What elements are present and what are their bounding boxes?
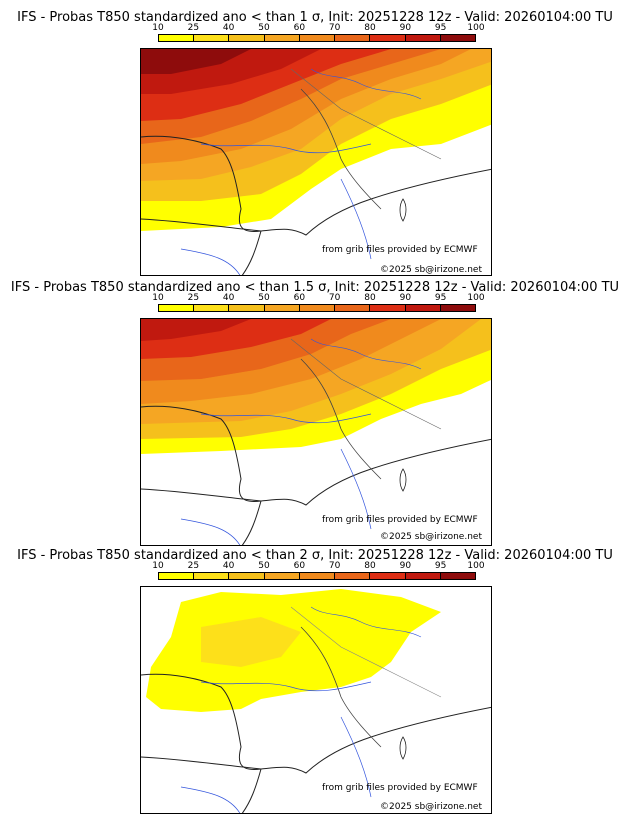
legend-tick-label: 90	[399, 293, 412, 303]
probability-map-3	[140, 586, 492, 814]
legend-swatch	[299, 35, 336, 41]
legend-swatch	[159, 305, 195, 311]
legend-swatch	[229, 35, 265, 41]
legend-ticks: 10 25 40 50 60 70 80 90 95 100	[152, 293, 484, 303]
legend-swatch	[299, 305, 336, 311]
legend-ticks: 10 25 40 50 60 70 80 90 95 100	[152, 561, 484, 571]
legend-tick-label: 95	[434, 293, 447, 303]
credit-site: ©2025 sb@irizone.net	[380, 802, 482, 812]
legend-tick-label: 40	[222, 561, 235, 571]
legend-swatch	[194, 573, 230, 579]
probability-map-2	[140, 318, 492, 546]
legend-swatch	[370, 573, 406, 579]
legend-swatch	[264, 305, 300, 311]
legend-tick-label: 70	[328, 293, 341, 303]
panel-title: IFS - Probas T850 standardized ano < tha…	[17, 10, 613, 25]
legend-tick-label: 60	[293, 561, 306, 571]
legend-swatches	[158, 304, 476, 312]
credit-site: ©2025 sb@irizone.net	[380, 265, 482, 275]
legend-tick-label: 95	[434, 561, 447, 571]
legend-tick-label: 10	[152, 293, 164, 303]
panel-title: IFS - Probas T850 standardized ano < tha…	[10, 280, 620, 295]
legend-ticks: 10 25 40 50 60 70 80 90 95 100	[152, 23, 484, 33]
legend-tick-label: 100	[467, 293, 485, 303]
credit-source: from grib files provided by ECMWF	[322, 515, 478, 525]
legend-tick-label: 100	[467, 561, 485, 571]
legend-swatch	[194, 305, 230, 311]
legend-swatch	[440, 573, 475, 579]
color-scale-legend: 10 25 40 50 60 70 80 90 95 100	[152, 561, 485, 582]
legend-tick-label: 60	[293, 23, 306, 33]
legend-tick-label: 25	[187, 293, 200, 303]
legend-swatch	[335, 305, 371, 311]
legend-tick-label: 70	[328, 561, 341, 571]
legend-swatch	[335, 573, 371, 579]
legend-tick-label: 50	[258, 23, 270, 33]
legend-swatch	[370, 35, 406, 41]
legend-tick-label: 40	[222, 293, 235, 303]
legend-swatch	[229, 305, 265, 311]
legend-tick-label: 40	[222, 23, 235, 33]
legend-swatch	[264, 573, 300, 579]
legend-swatch	[159, 573, 195, 579]
legend-tick-label: 50	[258, 293, 270, 303]
credit-source: from grib files provided by ECMWF	[322, 783, 478, 793]
legend-swatch	[299, 573, 336, 579]
legend-swatch	[229, 573, 265, 579]
legend-tick-label: 80	[364, 293, 376, 303]
legend-tick-label: 10	[152, 561, 164, 571]
map-graphic	[141, 587, 491, 813]
panel-title: IFS - Probas T850 standardized ano < tha…	[17, 548, 613, 563]
legend-swatch	[405, 35, 441, 41]
color-scale-legend: 10 25 40 50 60 70 80 90 95 100	[152, 23, 485, 44]
legend-swatches	[158, 572, 476, 580]
legend-swatch	[405, 305, 441, 311]
legend-tick-label: 90	[399, 23, 412, 33]
legend-swatch	[440, 35, 475, 41]
legend-swatch	[194, 35, 230, 41]
color-scale-legend: 10 25 40 50 60 70 80 90 95 100	[152, 293, 485, 314]
legend-swatches	[158, 34, 476, 42]
legend-swatch	[440, 305, 475, 311]
legend-swatch	[264, 35, 300, 41]
credit-site: ©2025 sb@irizone.net	[380, 532, 482, 542]
legend-swatch	[335, 35, 371, 41]
legend-tick-label: 95	[434, 23, 447, 33]
legend-swatch	[405, 573, 441, 579]
legend-tick-label: 25	[187, 23, 200, 33]
legend-tick-label: 25	[187, 561, 200, 571]
legend-tick-label: 60	[293, 293, 306, 303]
legend-tick-label: 70	[328, 23, 341, 33]
legend-swatch	[370, 305, 406, 311]
legend-tick-label: 50	[258, 561, 270, 571]
map-graphic	[141, 319, 491, 545]
legend-tick-label: 10	[152, 23, 164, 33]
legend-tick-label: 90	[399, 561, 412, 571]
probability-map-1	[140, 48, 492, 276]
legend-swatch	[159, 35, 195, 41]
legend-tick-label: 80	[364, 561, 376, 571]
credit-source: from grib files provided by ECMWF	[322, 245, 478, 255]
map-graphic	[141, 49, 491, 275]
legend-tick-label: 80	[364, 23, 376, 33]
legend-tick-label: 100	[467, 23, 485, 33]
